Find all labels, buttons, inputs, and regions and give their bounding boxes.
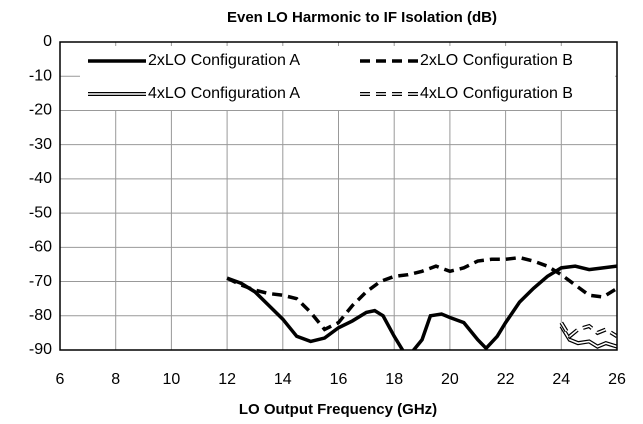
y-tick-label: -30 [29,136,52,153]
y-tick-label: -80 [29,307,52,324]
y-tick-label: -40 [29,170,52,187]
series-line-inner [560,325,617,348]
legend-label: 2xLO Configuration B [420,52,573,69]
y-tick-label: -90 [29,341,52,358]
y-tick-label: 0 [43,33,52,50]
x-tick-label: 6 [56,371,65,388]
y-tick-label: -10 [29,67,52,84]
y-tick-label: -20 [29,102,52,119]
plot-frame [59,41,618,351]
series-line-inner [560,322,617,338]
x-tick-label: 16 [330,371,348,388]
plot-lines [226,255,617,350]
legend-label: 4xLO Configuration A [148,85,300,102]
y-tick-label: -50 [29,204,52,221]
legend: 2xLO Configuration A 2xLO Configuration B… [80,46,615,110]
x-tick-label: 26 [608,371,626,388]
x-tick-label: 22 [497,371,515,388]
x-tick-label: 10 [163,371,181,388]
series-line [226,255,617,332]
x-tick-label: 8 [111,371,120,388]
x-tick-label: 12 [218,371,236,388]
series-line [226,264,617,350]
legend-box [80,46,615,110]
legend-label: 4xLO Configuration B [420,85,573,102]
y-tick-label: -70 [29,273,52,290]
x-tick-label: 14 [274,371,292,388]
legend-label: 2xLO Configuration A [148,52,300,69]
x-tick-label: 18 [385,371,403,388]
x-tick-label: 20 [441,371,459,388]
x-axis-label: LO Output Frequency (GHz) [239,401,437,418]
series-line [559,321,617,340]
chart-title: Even LO Harmonic to IF Isolation (dB) [227,9,497,26]
y-tick-label: -60 [29,239,52,256]
x-tick-label: 24 [552,371,570,388]
